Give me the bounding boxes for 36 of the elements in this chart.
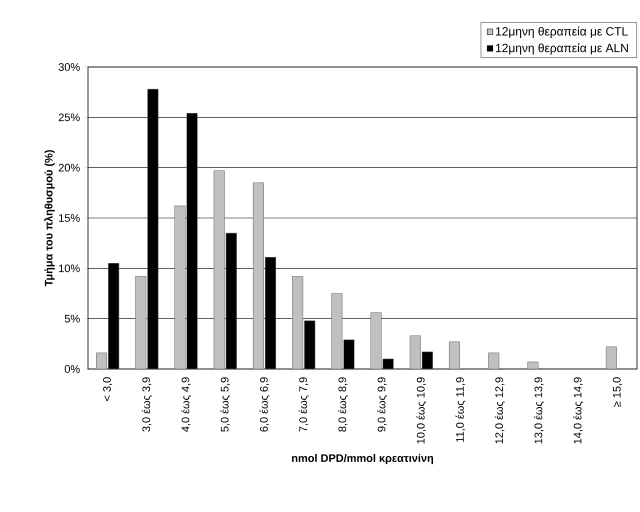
bar [174, 206, 186, 369]
x-tick-label: 11,0 έως 11,9 [455, 377, 466, 442]
y-tick-label: 5% [64, 314, 80, 323]
bar [214, 170, 225, 369]
x-tick-label: 6,0 έως 6,9 [259, 377, 270, 432]
x-tick-label: 14,0 έως 14,9 [573, 377, 584, 444]
x-tick-label: 3,0 έως 3,9 [142, 377, 152, 432]
x-tick-label: 13,0 έως 13,9 [534, 377, 544, 444]
y-tick-label: 10% [59, 264, 80, 272]
y-tick-label: 30% [58, 63, 80, 71]
x-tick-label: 9,0 έως 9,9 [377, 377, 388, 432]
bar [370, 312, 382, 369]
x-tick-label: 10,0 έως 10,9 [416, 377, 426, 444]
legend-label: 12μηνη θεραπεία με CTL [496, 26, 628, 38]
bar [292, 276, 304, 369]
x-tick-label: 8,0 έως 8,9 [338, 377, 348, 432]
bar [331, 293, 342, 369]
legend-label: 12μηνη θεραπεία με ALN [496, 43, 628, 55]
x-axis-title: nmol DPD/mmol κρεατινίνη [292, 454, 434, 464]
x-tick-label: ≥ 15,0 [612, 377, 622, 407]
y-tick-label: 15% [59, 214, 80, 222]
y-tick-label: 25% [58, 113, 80, 122]
x-tick-label: 7,0 έως 7,9 [298, 377, 309, 432]
bar [252, 182, 264, 369]
bar [410, 336, 421, 369]
x-tick-label: < 3,0 [103, 377, 112, 401]
y-tick-label: 20% [58, 164, 80, 172]
y-axis-title: Τμήμα του πληθυσμού (%) [44, 150, 55, 286]
bar [606, 346, 617, 369]
bar [448, 342, 460, 369]
x-tick-label: 5,0 έως 5,9 [220, 377, 230, 432]
x-tick-label: 4,0 έως 4,9 [180, 377, 192, 432]
y-tick-label: 0% [64, 365, 80, 373]
x-tick-label: 12,0 έως 12,9 [494, 377, 505, 444]
bar [488, 352, 500, 369]
bar [96, 352, 108, 369]
